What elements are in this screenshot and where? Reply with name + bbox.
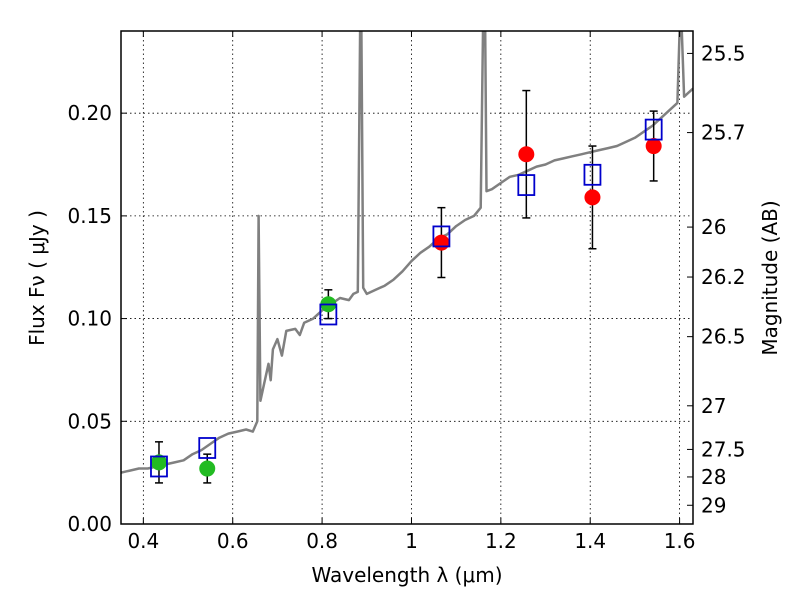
y2-tick-label: 29 bbox=[701, 493, 726, 517]
y2-tick-label: 26 bbox=[701, 215, 726, 239]
data-point-marker bbox=[584, 189, 601, 206]
y-tick-label: 0.10 bbox=[67, 307, 112, 331]
y2-tick-label: 27.5 bbox=[701, 437, 746, 461]
x-tick-label: 1.4 bbox=[574, 529, 606, 553]
model-square-marker bbox=[583, 163, 602, 186]
y-tick-label: 0.15 bbox=[67, 204, 112, 228]
y-tick-label: 0.05 bbox=[67, 409, 112, 433]
data-point-marker bbox=[150, 454, 167, 471]
y2-tick-label: 26.2 bbox=[701, 265, 746, 289]
y-tick-label: 0.20 bbox=[67, 101, 112, 125]
model-square-marker bbox=[198, 437, 217, 459]
plot-content bbox=[121, 31, 693, 484]
x-tick-label: 0.4 bbox=[127, 529, 159, 553]
model-square-marker bbox=[150, 455, 168, 478]
y2-tick-label: 25.5 bbox=[701, 41, 746, 65]
plot-area bbox=[121, 31, 693, 484]
y2-tick-label: 27 bbox=[701, 394, 726, 418]
x-tick-label: 1.2 bbox=[485, 529, 517, 553]
model-square-marker bbox=[432, 225, 451, 248]
x-tick-label: 1 bbox=[405, 529, 418, 553]
y2-tick-label: 25.7 bbox=[701, 121, 746, 145]
model-square-marker bbox=[319, 303, 338, 326]
y2-tick-label: 26.5 bbox=[701, 325, 746, 349]
y-axis-label: Flux Fν ( μJy ) bbox=[25, 210, 49, 346]
grid bbox=[121, 31, 693, 525]
model-square-marker bbox=[517, 174, 536, 196]
data-point-marker bbox=[518, 146, 535, 163]
data-point-marker bbox=[645, 138, 662, 155]
data-point-marker bbox=[433, 234, 450, 251]
x-tick-label: 0.8 bbox=[306, 529, 338, 553]
x-axis-label: Wavelength λ (μm) bbox=[311, 563, 502, 587]
model-square-marker bbox=[644, 118, 663, 141]
x-tick-label: 0.6 bbox=[217, 529, 249, 553]
y2-tick-label: 28 bbox=[701, 465, 726, 489]
y-tick-label: 0.00 bbox=[67, 512, 112, 536]
spectrum-line bbox=[121, 31, 693, 474]
data-point-marker bbox=[199, 460, 216, 477]
axes: 0.4 0.6 0.8 1 1.2 1.4 1.6 0.00 0.05 0.10 0.15 0.20 2… bbox=[67, 31, 746, 553]
axes-frame bbox=[120, 30, 694, 525]
y2-axis-label: Magnitude (AB) bbox=[758, 200, 782, 355]
x-tick-label: 1.6 bbox=[664, 529, 696, 553]
